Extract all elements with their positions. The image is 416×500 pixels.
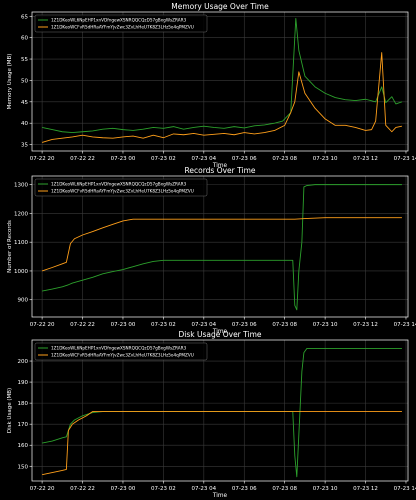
grid (32, 176, 408, 317)
grid (32, 340, 408, 481)
y-axis-label: Memory Usage (MB) (7, 54, 13, 110)
y-tick-label: 200 (18, 359, 29, 365)
y-tick-label: 65 (21, 14, 28, 20)
y-tick-label: 1000 (14, 269, 28, 275)
x-tick-label: 07-23 12 (353, 486, 378, 492)
x-tick-label: 07-23 06 (232, 322, 257, 328)
y-tick-label: 190 (18, 380, 29, 386)
x-tick-label: 07-23 04 (191, 156, 216, 162)
legend-box (34, 178, 208, 197)
x-axis-label: Time (212, 329, 228, 335)
x-tick-label: 07-23 08 (272, 322, 297, 328)
series-line-orange (41, 52, 403, 143)
series-line-orange (41, 217, 402, 272)
x-tick-label: 07-23 06 (232, 156, 257, 162)
legend-label: 1Z1DKeoWL6NpEHP1xnVDfngewXSNRQQCQzD57gBx… (51, 182, 187, 187)
x-tick-label: 07-22 20 (30, 156, 55, 162)
y-tick-label: 160 (18, 443, 29, 449)
x-axis-label: Time (212, 163, 228, 169)
x-tick-label: 07-23 10 (313, 486, 338, 492)
chart-title: Disk Usage Over Time (178, 330, 261, 339)
x-tick-label: 07-23 00 (111, 322, 136, 328)
legend-box (34, 342, 208, 361)
y-tick-label: 55 (21, 57, 28, 63)
y-tick-label: 170 (18, 422, 29, 428)
x-tick-label: 07-22 22 (70, 156, 95, 162)
legend: 1Z1DKeoWL6NpEHP1xnVDfngewXSNRQQCQzD57gBx… (34, 178, 208, 197)
legend: 1Z1DKeoWL6NpEHP1xnVDfngewXSNRQQCQzD57gBx… (34, 342, 208, 361)
x-tick-label: 07-23 00 (111, 486, 136, 492)
x-tick-label: 07-23 08 (272, 486, 297, 492)
axes-frame (31, 339, 409, 482)
y-tick-label: 1100 (14, 240, 28, 246)
series-line-green (42, 347, 402, 478)
x-tick-label: 07-23 12 (353, 322, 378, 328)
y-tick-label: 40 (21, 121, 28, 127)
y-tick-label: 50 (21, 78, 28, 84)
y-axis-label: Disk Usage (MB) (7, 388, 13, 433)
grid (32, 12, 408, 151)
x-tick-label: 07-23 04 (191, 322, 216, 328)
legend: 1Z1DKeoWL6NpEHP1xnVDfngewXSNRQQCQzD57gBx… (34, 14, 208, 33)
y-tick-label: 900 (18, 298, 29, 304)
legend-label: 1Z1DKeoWCFvR5dHRaAYFmYjvZwc3ZvLhHeU7K8Z3… (51, 189, 194, 194)
x-tick-label: 07-23 04 (191, 486, 216, 492)
chart-2: Records Over Time 07-22 20 07-22 22 07-23 0… (7, 166, 416, 335)
series-line-green (42, 184, 402, 311)
x-tick-label: 07-23 06 (232, 486, 257, 492)
legend-box (34, 14, 208, 33)
x-tick-label: 07-23 12 (353, 156, 378, 162)
x-tick-label: 07-23 08 (272, 156, 297, 162)
y-tick-label: 180 (18, 401, 29, 407)
chart-3: Disk Usage Over Time 07-22 20 07-22 22 07-2… (7, 330, 416, 499)
x-tick-label: 07-23 00 (111, 156, 136, 162)
x-tick-label: 07-23 14 (394, 322, 416, 328)
x-tick-label: 07-22 20 (30, 322, 55, 328)
x-tick-label: 07-22 20 (30, 486, 55, 492)
y-tick-label: 35 (21, 143, 28, 149)
axes-frame (31, 11, 409, 152)
series-line-orange (42, 411, 402, 476)
x-tick-label: 07-23 10 (313, 322, 338, 328)
x-tick-label: 07-23 02 (151, 322, 176, 328)
y-tick-label: 1200 (14, 211, 28, 217)
x-tick-label: 07-23 14 (394, 156, 416, 162)
x-tick-label: 07-23 02 (151, 486, 176, 492)
y-tick-label: 45 (21, 100, 28, 106)
y-tick-label: 1300 (14, 183, 28, 189)
y-axis-label: Number of Records (7, 220, 13, 273)
y-tick-label: 60 (21, 36, 28, 42)
x-tick-label: 07-23 14 (394, 486, 416, 492)
x-tick-label: 07-23 10 (313, 156, 338, 162)
y-tick-label: 150 (18, 464, 29, 470)
x-tick-label: 07-22 22 (70, 486, 95, 492)
chart-title: Memory Usage Over Time (171, 2, 269, 11)
x-tick-label: 07-22 22 (70, 322, 95, 328)
legend-label: 1Z1DKeoWCFvR5dHRaAYFmYjvZwc3ZvLhHeU7K8Z3… (51, 353, 194, 358)
chart-title: Records Over Time (185, 166, 256, 175)
legend-label: 1Z1DKeoWL6NpEHP1xnVDfngewXSNRQQCQzD57gBx… (51, 346, 187, 351)
series-line-green (42, 17, 403, 134)
axes-frame (31, 175, 409, 318)
legend-label: 1Z1DKeoWL6NpEHP1xnVDfngewXSNRQQCQzD57gBx… (51, 18, 187, 23)
x-tick-label: 07-23 02 (151, 156, 176, 162)
legend-label: 1Z1DKeoWCFvR5dHRaAYFmYjvZwc3ZvLhHeU7K8Z3… (51, 25, 194, 30)
x-axis-label: Time (212, 493, 228, 499)
chart-1: Memory Usage Over Time 07-22 20 07-22 22 07… (7, 2, 416, 169)
